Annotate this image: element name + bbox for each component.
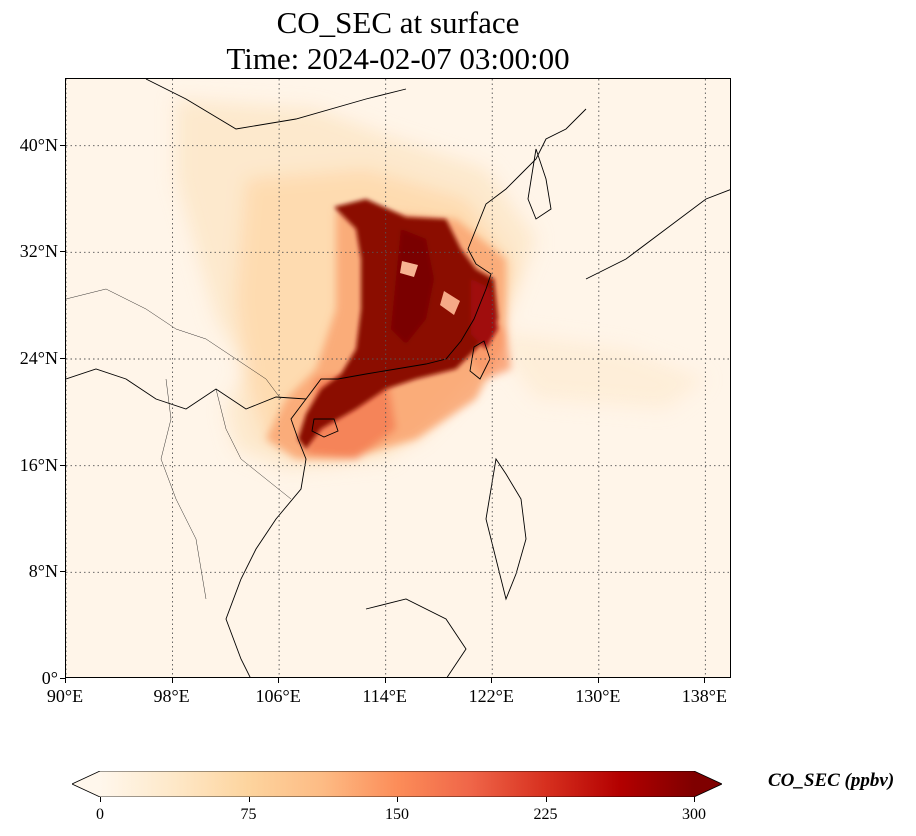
map-title: CO_SEC at surface xyxy=(276,5,520,40)
lat-tick-label: 32°N xyxy=(19,241,58,262)
lon-tick-label: 98°E xyxy=(153,686,190,706)
lat-tick-mark xyxy=(60,464,65,466)
lat-tick-label: 16°N xyxy=(19,454,58,475)
lat-tick-label: 0° xyxy=(41,668,58,688)
colorbar-tick-mark xyxy=(100,797,101,802)
lon-tick-label: 122°E xyxy=(468,686,514,706)
map-svg xyxy=(66,79,730,677)
colorbar-tick-label: 0 xyxy=(96,806,104,823)
lon-tick-mark xyxy=(491,678,493,683)
lon-tick-mark xyxy=(171,678,173,683)
lon-tick-label: 114°E xyxy=(362,686,407,706)
plume-hole xyxy=(400,261,418,277)
colorbar-tick-mark xyxy=(248,797,250,802)
lon-tick-label: 90°E xyxy=(46,686,84,706)
lat-tick-mark xyxy=(60,251,65,253)
lat-tick-label: 8°N xyxy=(28,561,58,582)
colorbar-tick-label: 300 xyxy=(682,806,706,823)
colorbar-tick-label: 150 xyxy=(385,806,409,823)
lon-tick-label: 130°E xyxy=(575,686,621,706)
lat-tick-mark xyxy=(60,144,65,146)
colorbar-max-extend xyxy=(694,771,722,797)
lon-tick-label: 138°E xyxy=(681,686,727,706)
colorbar-min-extend xyxy=(72,771,100,797)
colorbar xyxy=(72,771,722,797)
colorbar-tick-mark xyxy=(397,797,398,802)
lon-tick-label: 106°E xyxy=(255,686,301,706)
lat-tick-mark xyxy=(60,678,65,679)
lon-tick-mark xyxy=(597,678,599,683)
lat-tick-label: 24°N xyxy=(19,348,58,368)
lon-tick-mark xyxy=(278,678,280,683)
lon-tick-mark xyxy=(65,678,66,683)
country-borders xyxy=(66,288,292,600)
lat-tick-mark xyxy=(60,571,65,573)
graticule xyxy=(66,79,730,677)
colorbar-tick-label: 75 xyxy=(240,806,257,823)
lon-tick-mark xyxy=(384,678,386,683)
colorbar-tick-mark xyxy=(694,797,695,802)
lat-tick-mark xyxy=(60,358,65,359)
map-panel xyxy=(65,78,731,678)
coastlines xyxy=(66,79,730,677)
colorbar-tick-label: 225 xyxy=(533,806,558,823)
colorbar-label: CO_SEC (ppbv) xyxy=(768,770,895,791)
lon-tick-mark xyxy=(704,678,706,683)
lat-tick-label: 40°N xyxy=(19,134,58,155)
map-time-subtitle: Time: 2024-02-07 03:00:00 xyxy=(226,41,570,76)
colorbar-gradient xyxy=(100,771,694,797)
plume-hole xyxy=(440,291,460,315)
colorbar-tick-mark xyxy=(545,797,547,802)
plume-core xyxy=(298,199,498,449)
